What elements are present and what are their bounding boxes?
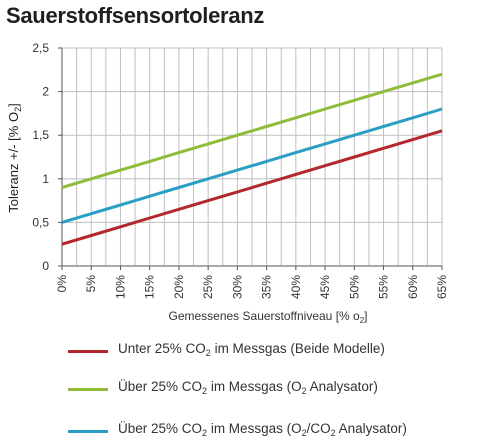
legend-item-red: Unter 25% CO2 im Messgas (Beide Modelle) bbox=[68, 339, 488, 363]
x-tick-label: 5% bbox=[84, 275, 98, 293]
x-tick-label: 40% bbox=[289, 275, 303, 299]
x-tick-label: 0% bbox=[55, 275, 69, 293]
x-tick-label: 60% bbox=[406, 275, 420, 299]
y-tick-label: 0,5 bbox=[32, 215, 49, 229]
y-tick-label: 2,5 bbox=[32, 41, 49, 55]
legend-label-green: Über 25% CO2 im Messgas (O2 Analysator) bbox=[118, 379, 378, 396]
legend-swatch-green bbox=[68, 388, 108, 391]
legend-swatch-blue bbox=[68, 430, 108, 433]
x-tick-label: 25% bbox=[201, 275, 215, 299]
series-line-0 bbox=[61, 129, 443, 246]
y-tick-label: 1,5 bbox=[32, 128, 49, 142]
x-tick-label: 45% bbox=[318, 275, 332, 299]
x-tick-label: 55% bbox=[377, 275, 391, 299]
x-axis-label: Gemessenes Sauerstoffniveau [% o2] bbox=[168, 309, 367, 325]
axes bbox=[58, 47, 443, 270]
series-lines bbox=[61, 72, 443, 246]
series-line-2 bbox=[61, 107, 443, 224]
legend-item-green: Über 25% CO2 im Messgas (O2 Analysator) bbox=[68, 377, 488, 401]
y-tick-label: 2 bbox=[42, 85, 49, 99]
legend-item-blue: Über 25% CO2 im Messgas (O2/CO2 Analysat… bbox=[68, 419, 488, 443]
axis-labels: 0 0,5 1 1,5 2 2,5 0% 5% 10% 15% 20% 25% 30% 35% 40% 45%… bbox=[6, 41, 449, 325]
legend-label-blue: Über 25% CO2 im Messgas (O2/CO2 Analysat… bbox=[118, 421, 407, 438]
grid bbox=[62, 47, 443, 266]
x-tick-label: 10% bbox=[113, 275, 127, 299]
x-tick-label: 20% bbox=[172, 275, 186, 299]
x-tick-label: 65% bbox=[435, 275, 449, 299]
x-tick-label: 30% bbox=[230, 275, 244, 299]
y-tick-label: 1 bbox=[42, 172, 49, 186]
y-tick-label: 0 bbox=[42, 259, 49, 273]
y-axis-label: Toleranz +/- [% O2] bbox=[6, 103, 23, 212]
x-tick-label: 15% bbox=[143, 275, 157, 299]
legend-swatch-red bbox=[68, 350, 108, 353]
x-tick-label: 50% bbox=[347, 275, 361, 299]
x-tick-label: 35% bbox=[260, 275, 274, 299]
chart-title: Sauerstoffsensortoleranz bbox=[6, 3, 265, 28]
series-line-1 bbox=[61, 72, 443, 189]
legend-label-red: Unter 25% CO2 im Messgas (Beide Modelle) bbox=[118, 341, 385, 358]
